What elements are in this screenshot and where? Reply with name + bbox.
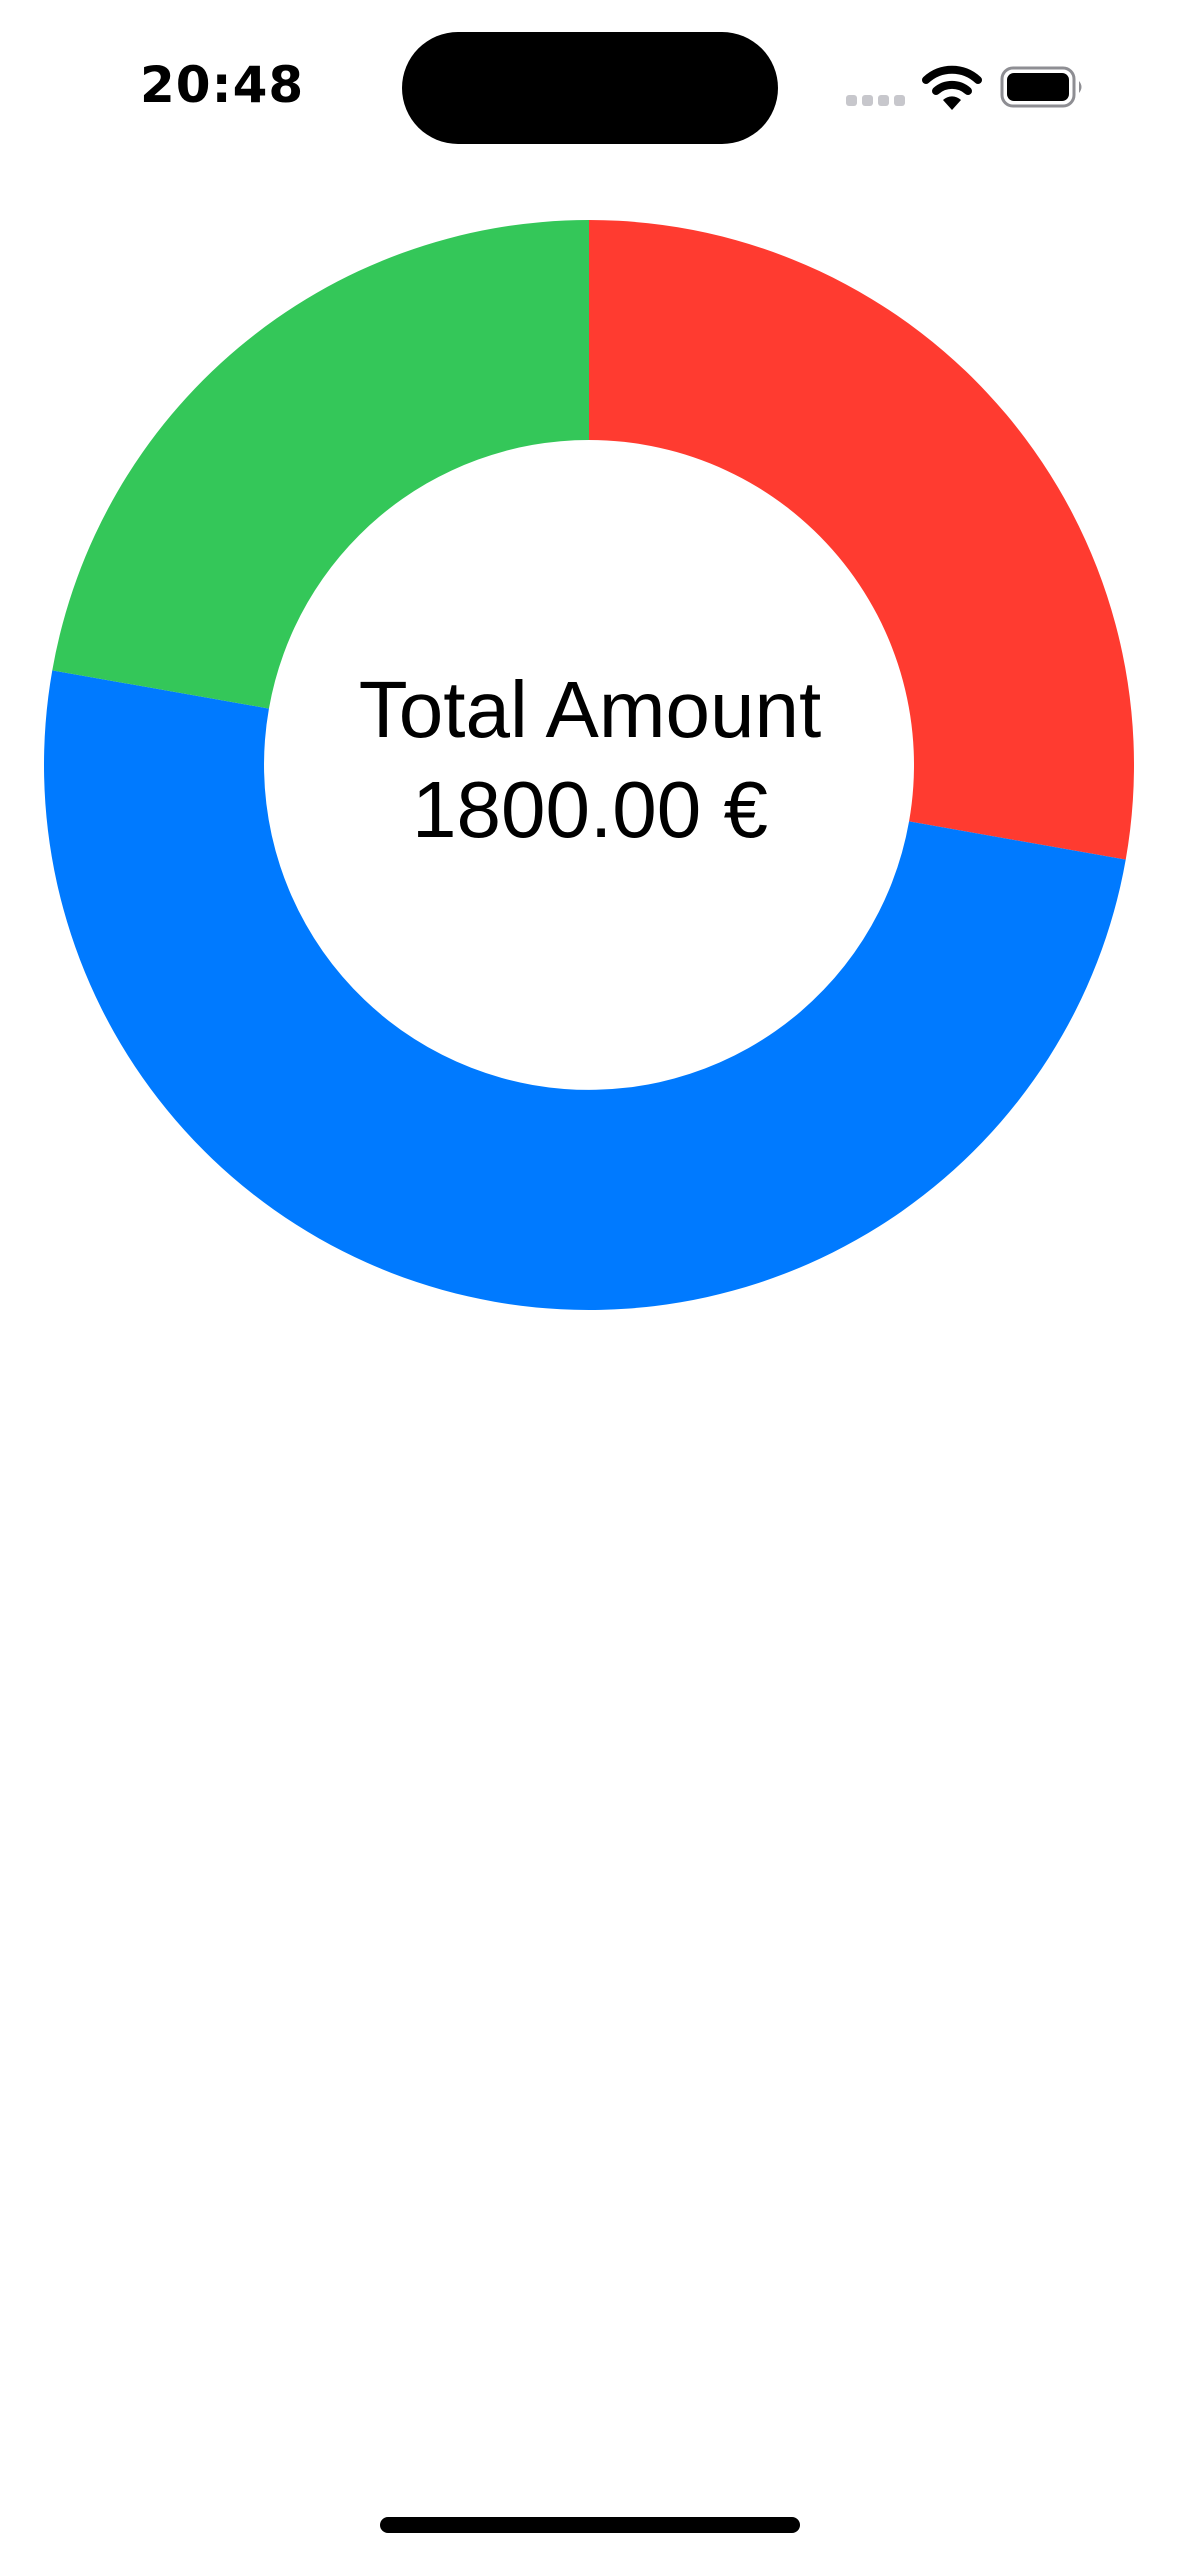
- donut-slice-3: [52, 220, 589, 709]
- dynamic-island: [402, 32, 778, 144]
- cellular-signal-icon: [846, 95, 906, 109]
- donut-slice-2: [44, 670, 1126, 1310]
- wifi-icon: [922, 62, 982, 112]
- home-indicator[interactable]: [380, 2517, 800, 2533]
- battery-icon: [1000, 66, 1086, 108]
- status-time: 20:48: [140, 56, 305, 114]
- donut-chart: Total Amount 1800.00 €: [0, 150, 1179, 1400]
- donut-slice-1: [589, 220, 1134, 860]
- total-amount-value: 1800.00 €: [412, 765, 768, 854]
- donut-chart-svg: [44, 220, 1134, 1310]
- chart-center-label: Total Amount 1800.00 €: [240, 660, 940, 860]
- status-bar: 20:48: [0, 0, 1179, 150]
- total-amount-title: Total Amount: [358, 665, 822, 754]
